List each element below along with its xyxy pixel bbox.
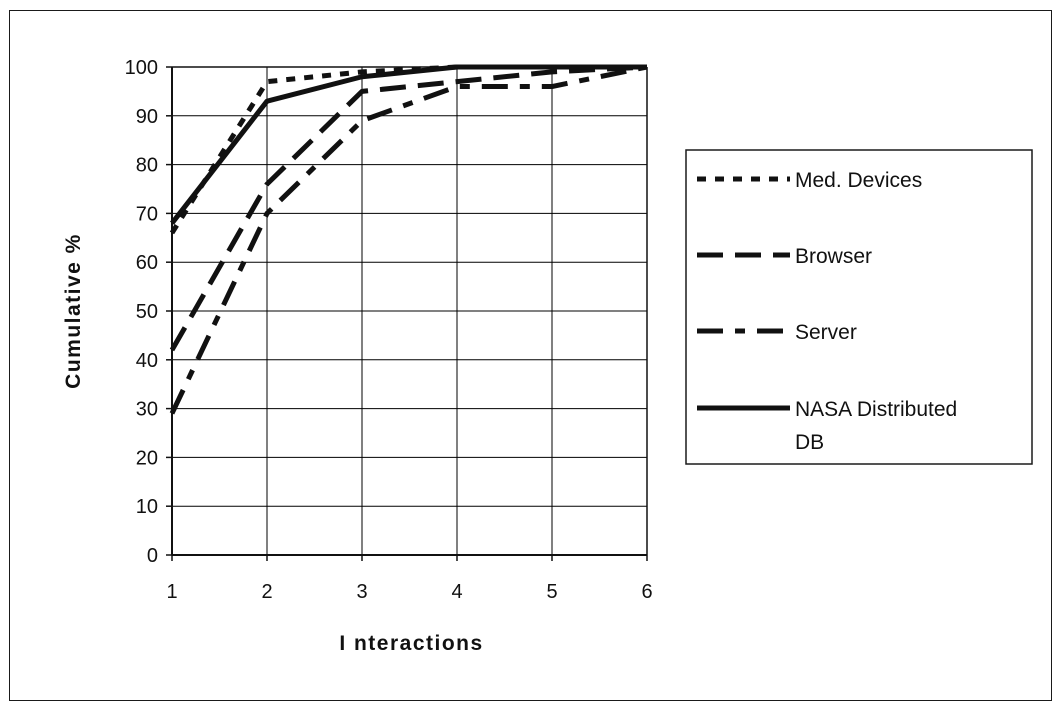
y-tick-label: 90 xyxy=(136,106,158,128)
y-tick-label: 10 xyxy=(136,496,158,518)
series-line-browser xyxy=(169,64,648,352)
legend-label-med-devices: Med. Devices xyxy=(795,169,922,192)
legend-label-nasa-distributed-db: NASA Distributed DB xyxy=(795,398,957,454)
x-tick-label: 1 xyxy=(166,581,177,603)
axes xyxy=(166,66,648,561)
y-tick-label: 100 xyxy=(125,57,158,79)
series-line-med-devices xyxy=(169,64,647,235)
y-tick-label: 30 xyxy=(136,399,158,421)
legend: Med. Devices Browser Server NASA Distribute… xyxy=(697,169,957,454)
chart-frame xyxy=(9,10,1052,701)
x-axis-title: I nteractions xyxy=(339,632,483,655)
series-line-server xyxy=(169,64,648,415)
y-tick-label: 0 xyxy=(147,545,158,567)
y-tick-labels: 0 10 20 30 40 50 60 70 80 90 100 xyxy=(125,57,158,567)
x-tick-label: 5 xyxy=(546,581,557,603)
x-tick-labels: 1 2 3 4 5 6 xyxy=(166,581,652,603)
legend-label-browser: Browser xyxy=(795,245,872,268)
data-series xyxy=(169,64,648,415)
y-tick-label: 70 xyxy=(136,203,158,225)
y-tick-label: 80 xyxy=(136,155,158,177)
y-axis-title: Cumulative % xyxy=(62,233,85,389)
y-tick-label: 20 xyxy=(136,447,158,469)
y-tick-label: 50 xyxy=(136,301,158,323)
legend-label-server: Server xyxy=(795,321,857,344)
x-tick-label: 4 xyxy=(451,581,462,603)
grid-lines xyxy=(172,66,648,555)
y-tick-label: 60 xyxy=(136,252,158,274)
y-tick-label: 40 xyxy=(136,350,158,372)
legend-box xyxy=(685,149,1033,465)
x-tick-label: 2 xyxy=(261,581,272,603)
x-tick-label: 6 xyxy=(641,581,652,603)
series-line-nasa-distributed-db xyxy=(170,64,647,225)
x-tick-label: 3 xyxy=(356,581,367,603)
